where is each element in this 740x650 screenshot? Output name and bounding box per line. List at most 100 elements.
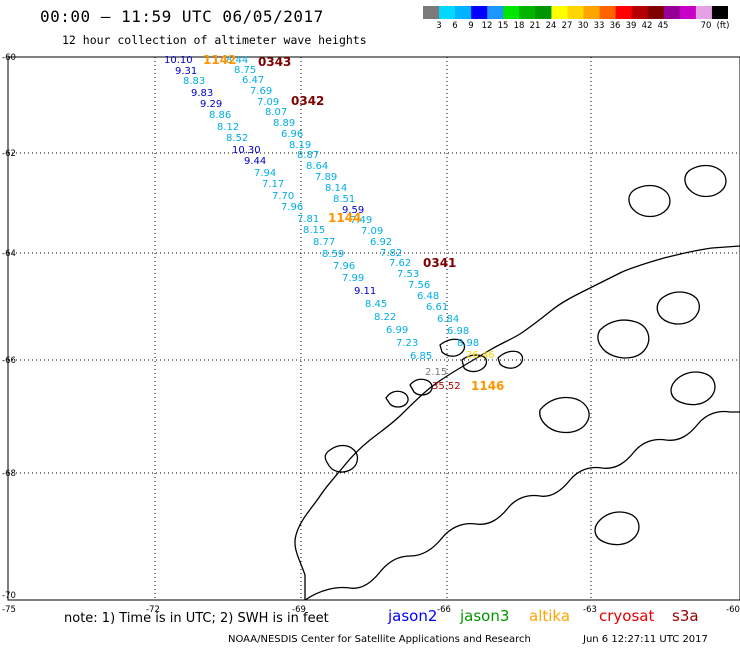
colorbar-swatch	[647, 6, 665, 19]
colorbar-unit-label: (ft)	[716, 21, 730, 31]
swh-reading: 7.96	[281, 202, 303, 213]
pass-time-label: 0342	[291, 94, 324, 108]
legend-altika: altika	[529, 607, 571, 625]
legend-s3a: s3a	[672, 607, 699, 625]
colorbar-swatch	[455, 6, 472, 19]
swh-reading: 6.99	[386, 325, 408, 336]
lon-labels: -75 -72 -69 -66 -63 -60	[2, 605, 740, 615]
colorbar-swatch	[423, 6, 440, 19]
chart-subtitle: 12 hour collection of altimeter wave hei…	[62, 33, 367, 47]
lat-label: -66	[2, 356, 16, 366]
swh-reading: 2.15	[425, 367, 447, 378]
swh-reading: 7.62	[389, 258, 411, 269]
colorbar-swatch	[663, 6, 681, 19]
colorbar-swatch	[567, 6, 585, 19]
swh-reading: 6.61	[426, 302, 448, 313]
swh-reading: 7.17	[262, 179, 284, 190]
colorbar-swatch	[471, 6, 488, 19]
swh-reading: 7.09	[257, 97, 279, 108]
lon-label: -66	[437, 605, 451, 615]
pass-time-label: 1142	[203, 53, 236, 67]
colorbar-tick-label: 70	[700, 21, 712, 31]
colorbar-tick-label: 18	[513, 21, 525, 31]
swh-reading: 7.96	[333, 261, 355, 272]
colorbar-tick-label: 24	[545, 21, 557, 31]
colorbar-tick-label: 45	[657, 21, 669, 31]
swh-reading: 7.23	[396, 338, 418, 349]
swh-reading: 8.22	[374, 312, 396, 323]
colorbar-tick-label: 27	[561, 21, 573, 31]
swh-reading: 35.52	[432, 381, 461, 392]
colorbar-tick-label: 9	[468, 21, 474, 31]
swh-reading: 8.15	[303, 225, 325, 236]
swh-reading: 9.83	[191, 88, 213, 99]
wave-height-points: 10.10 8.44 9.31 8.75 8.83 6.47 9.83 7.69…	[164, 55, 495, 392]
swh-reading: 6.85	[410, 351, 432, 362]
swh-reading: 7.99	[342, 273, 364, 284]
swh-reading: 7.82	[380, 248, 402, 259]
swh-reading: 7.09	[361, 226, 383, 237]
lat-label: -70	[2, 591, 16, 601]
swh-reading: 7.70	[272, 191, 294, 202]
colorbar-swatch	[535, 6, 552, 19]
swh-reading: 9.59	[342, 205, 364, 216]
swh-reading: 6.96	[281, 129, 303, 140]
swh-reading: 6.84	[437, 314, 459, 325]
lon-label: -60	[726, 605, 740, 615]
pass-time-label: 0341	[423, 256, 456, 270]
colorbar-swatch	[615, 6, 633, 19]
swh-reading: 7.81	[297, 214, 319, 225]
pass-time-labels: 1142 0343 0342 1144 0341 1146	[203, 53, 504, 393]
swh-reading: 10.10	[164, 55, 193, 66]
colorbar-swatch	[551, 6, 568, 19]
colorbar-tick-label: 36	[609, 21, 621, 31]
graticule	[8, 56, 740, 600]
swh-reading: 6.98	[447, 326, 469, 337]
colorbar-swatch	[679, 6, 697, 19]
colorbar-swatch	[631, 6, 649, 19]
swh-reading: 8.75	[234, 65, 256, 76]
swh-reading: 8.45	[365, 299, 387, 310]
coastline	[294, 164, 740, 601]
pass-time-label: 1144	[328, 211, 361, 225]
colorbar-tick-label: 3	[436, 21, 442, 31]
footer-note: note: 1) Time is in UTC; 2) SWH is in fe…	[64, 611, 329, 626]
swh-reading: 10.30	[232, 145, 261, 156]
swh-reading: 9.11	[354, 286, 376, 297]
swh-reading: 8.83	[183, 76, 205, 87]
swh-reading: 6.48	[417, 291, 439, 302]
generation-timestamp: Jun 6 12:27:11 UTC 2017	[583, 634, 708, 645]
swh-reading: 9.31	[175, 66, 197, 77]
colorbar-tick-label: 21	[529, 21, 541, 31]
swh-reading: 7.94	[254, 168, 276, 179]
swh-reading: 8.52	[226, 133, 248, 144]
lon-label: -72	[146, 605, 160, 615]
lat-label: -62	[2, 149, 16, 159]
lat-label: -68	[2, 469, 16, 479]
swh-reading: 26.46	[466, 350, 495, 361]
lat-label: -60	[2, 53, 16, 63]
colorbar-tick-label: 33	[593, 21, 605, 31]
colorbar-tick-label: 15	[497, 21, 509, 31]
colorbar-tick-label: 12	[481, 21, 493, 31]
swh-reading: 8.89	[273, 118, 295, 129]
wave-height-colorbar	[423, 6, 728, 19]
swh-reading: 8.14	[325, 183, 347, 194]
swh-reading: 8.86	[209, 110, 231, 121]
colorbar-labels: 3 6 9 12 15 18 21 24 27 30 33 36 39 42 4…	[423, 21, 733, 35]
colorbar-swatch	[503, 6, 520, 19]
colorbar-tick-label: 30	[577, 21, 589, 31]
colorbar-swatch	[599, 6, 617, 19]
swh-reading: 7.49	[350, 215, 372, 226]
colorbar-swatch	[487, 6, 504, 19]
swh-reading: 7.56	[408, 280, 430, 291]
swh-reading: 6.47	[242, 75, 264, 86]
swh-reading: 7.89	[315, 172, 337, 183]
lat-labels: -60 -62 -64 -66 -68 -70	[2, 53, 16, 601]
swh-reading: 8.87	[297, 150, 319, 161]
colorbar-swatch	[583, 6, 601, 19]
swh-reading: 8.07	[265, 107, 287, 118]
swh-reading: 8.51	[333, 194, 355, 205]
colorbar-swatch	[439, 6, 456, 19]
